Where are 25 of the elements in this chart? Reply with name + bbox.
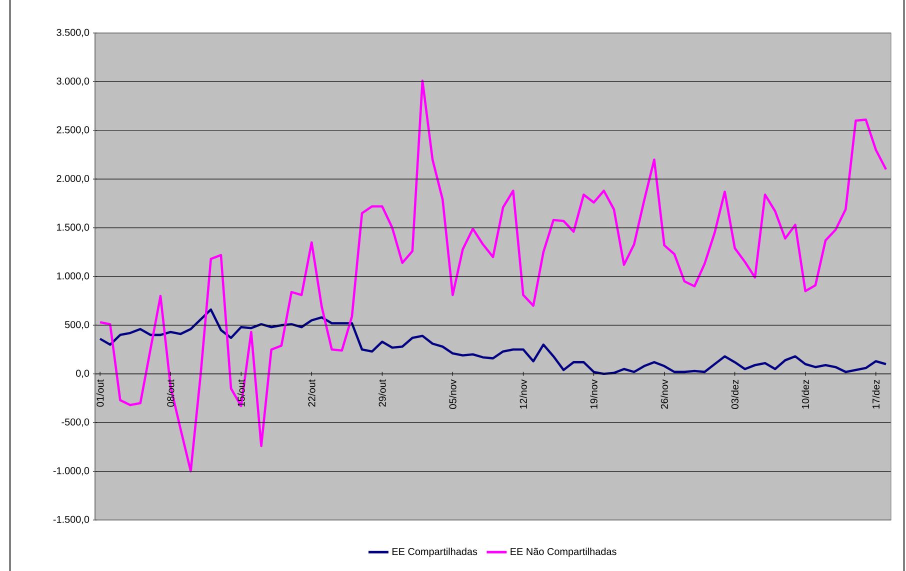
- x-tick-label: 26/nov: [660, 379, 668, 409]
- legend-label: EE Compartilhadas: [392, 548, 478, 558]
- x-tick-label: 08/out: [166, 379, 174, 407]
- y-tick-label: -500,0: [62, 418, 90, 427]
- x-tick-label: 05/nov: [449, 379, 456, 409]
- x-tick-label: 17/dez: [872, 380, 880, 409]
- y-tick-label: -1.000,0: [53, 467, 90, 476]
- y-tick-label: 0,0: [76, 370, 90, 378]
- x-tick-label: 19/nov: [590, 379, 598, 409]
- x-tick-label: 29/out: [378, 379, 386, 407]
- x-tick-label: 01/out: [96, 379, 104, 407]
- x-tick-label: 12/nov: [520, 379, 527, 409]
- y-tick-label: 3.500,0: [56, 28, 90, 38]
- legend-label: EE Não Compartilhadas: [510, 548, 616, 558]
- y-tick-label: 2.000,0: [56, 174, 90, 184]
- x-tick-label: 15/out: [237, 379, 245, 406]
- y-tick-label: 3.000,0: [56, 78, 90, 86]
- x-tick-label: 03/dez: [731, 380, 738, 409]
- y-tick-label: -1.500,0: [53, 516, 90, 524]
- y-tick-label: 1.000,0: [57, 272, 90, 281]
- x-tick-label: 22/out: [308, 379, 316, 407]
- y-tick-label: 500,0: [64, 321, 90, 330]
- y-tick-label: 2.500,0: [56, 126, 90, 135]
- x-tick-label: 10/dez: [802, 380, 810, 409]
- y-tick-label: 1.500,0: [57, 224, 90, 232]
